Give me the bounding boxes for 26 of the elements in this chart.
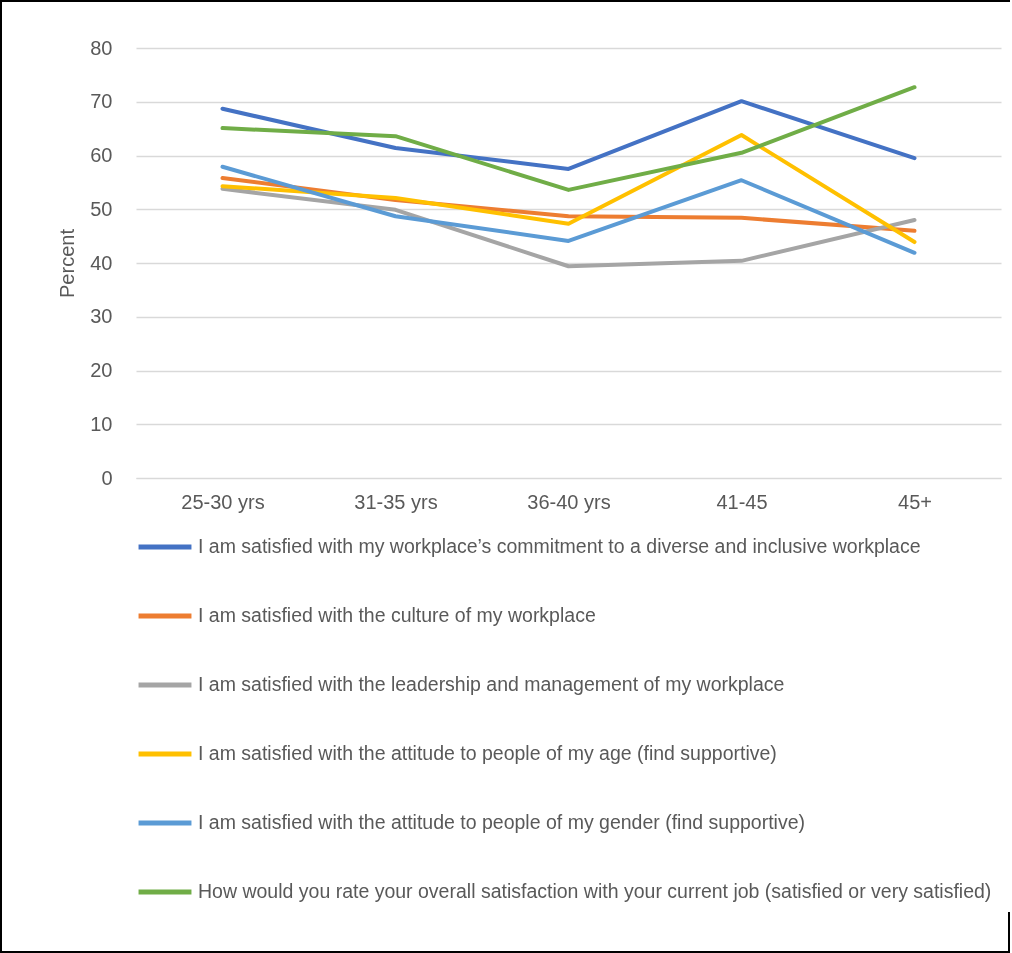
y-tick-label: 0	[101, 466, 113, 489]
legend-label: I am satisfied with the culture of my workplace	[198, 604, 596, 626]
x-tick-label: 41-45	[716, 490, 768, 513]
legend-label: I am satisfied with the attitude to people of my age (find supportive)	[198, 742, 777, 764]
y-tick-label: 80	[90, 36, 113, 59]
line-series	[220, 99, 917, 171]
y-tick-label: 40	[90, 251, 113, 274]
y-tick-label: 60	[90, 144, 113, 166]
x-tick-label: 36-40 yrs	[527, 490, 611, 513]
y-tick-label: 10	[90, 412, 113, 435]
y-axis-title: Percent	[56, 228, 79, 298]
line-series	[220, 164, 917, 255]
legend-label: I am satisfied with the leadership and management of my workplace	[198, 673, 785, 695]
line-series	[220, 85, 917, 192]
y-tick-label: 50	[90, 197, 113, 220]
legend-label: I am satisfied with my workplace’s commitment to a diverse and inclusive workplace	[198, 535, 921, 557]
y-tick-label: 70	[90, 90, 113, 113]
legend-label: How would you rate your overall satisfaction with your current job (satisfied or very satisfied)	[198, 880, 992, 902]
y-tick-label: 30	[90, 305, 113, 328]
x-tick-label: 31-35 yrs	[354, 490, 438, 513]
legend-label: I am satisfied with the attitude to people of my gender (find supportive)	[198, 811, 805, 833]
line-series	[220, 186, 917, 269]
x-tick-label: 25-30 yrs	[181, 490, 265, 513]
y-tick-label: 20	[90, 359, 113, 381]
line-series	[220, 133, 917, 245]
x-tick-label: 45+	[898, 490, 932, 513]
